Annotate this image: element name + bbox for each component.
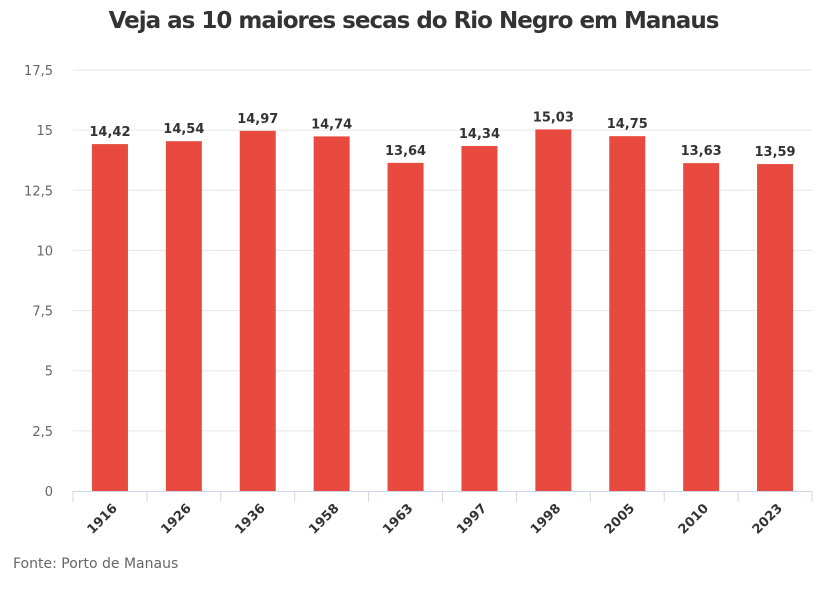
y-tick-label: 0 xyxy=(45,485,53,500)
data-label: 13,59 xyxy=(754,145,795,160)
data-label: 14,54 xyxy=(163,122,204,137)
x-tick-label: 1916 xyxy=(85,501,121,537)
data-label: 15,03 xyxy=(533,110,574,125)
data-label: 13,64 xyxy=(385,144,426,159)
bar[interactable] xyxy=(535,129,572,491)
bar[interactable] xyxy=(757,164,794,492)
x-tick-label: 2023 xyxy=(750,501,786,537)
bar[interactable] xyxy=(165,141,202,491)
y-tick-label: 10 xyxy=(36,244,53,259)
x-axis: 1916 1926 1936 1958 1963 1997 1998 2005 2010 2023 xyxy=(72,491,813,537)
bars xyxy=(91,129,794,492)
data-label: 14,74 xyxy=(311,117,352,132)
x-tick-label: 1963 xyxy=(380,501,416,537)
bar[interactable] xyxy=(313,136,350,492)
bar[interactable] xyxy=(91,144,128,491)
data-label: 14,42 xyxy=(89,125,130,140)
x-tick-label: 1936 xyxy=(232,501,268,537)
chart-title: Veja as 10 maiores secas do Rio Negro em… xyxy=(108,8,720,34)
y-tick-label: 2,5 xyxy=(32,425,53,440)
x-tick-label: 2010 xyxy=(676,501,712,537)
y-axis: 0 2,5 5 7,5 10 12,5 15 17,5 xyxy=(24,64,53,500)
source-note: Fonte: Porto de Manaus xyxy=(13,556,179,572)
bar[interactable] xyxy=(239,130,276,492)
y-tick-label: 7,5 xyxy=(32,305,53,320)
x-tick-label: 1998 xyxy=(528,501,564,537)
x-tick-label: 1997 xyxy=(454,501,490,537)
data-label: 14,75 xyxy=(607,117,648,132)
data-labels: 14,42 14,54 14,97 14,74 13,64 14,34 15,03 14,75… xyxy=(89,110,795,160)
x-tick-label: 1926 xyxy=(158,501,194,537)
data-label: 14,97 xyxy=(237,112,278,127)
bar[interactable] xyxy=(461,146,498,491)
y-tick-label: 17,5 xyxy=(24,64,53,79)
y-tick-label: 12,5 xyxy=(24,184,53,199)
y-tick-label: 5 xyxy=(45,365,53,380)
data-label: 13,63 xyxy=(681,144,722,159)
data-label: 14,34 xyxy=(459,127,500,142)
bar[interactable] xyxy=(609,136,646,491)
x-tick-label: 2005 xyxy=(602,501,638,537)
bar[interactable] xyxy=(387,162,424,491)
x-tick-label: 1958 xyxy=(306,501,342,537)
bar[interactable] xyxy=(683,163,720,491)
y-tick-label: 15 xyxy=(36,124,53,139)
